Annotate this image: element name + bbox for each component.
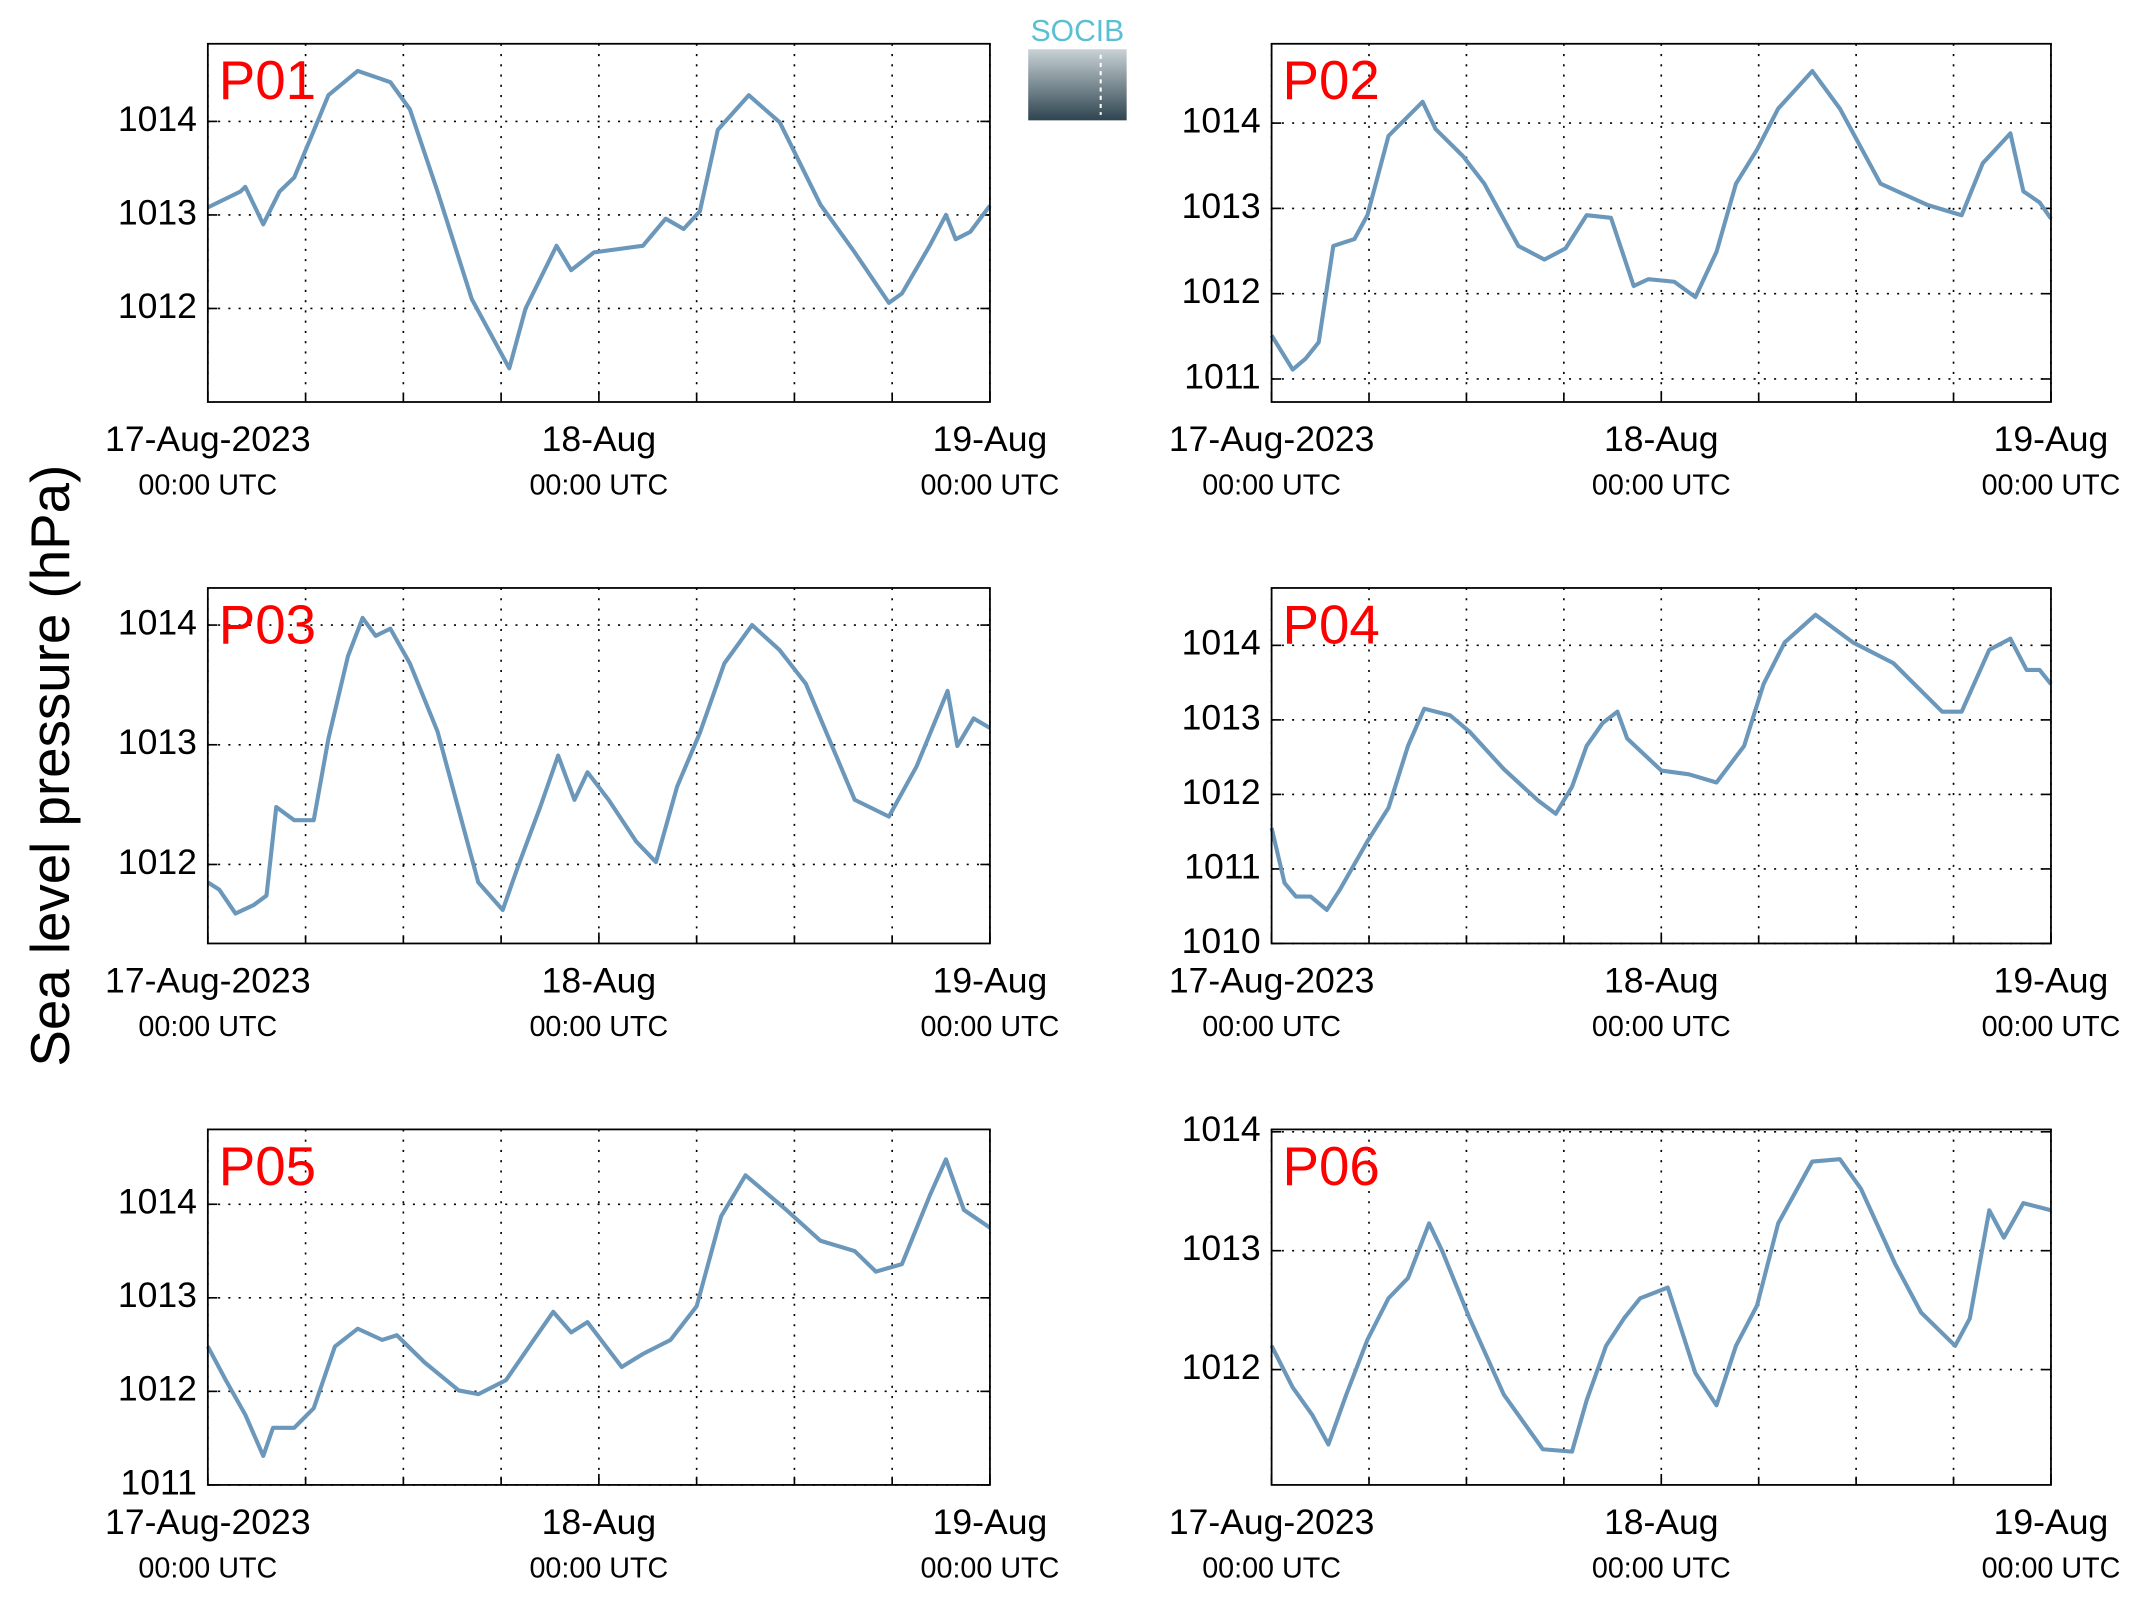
panel: 1012 1013 1014 17-Aug-2023 00:00 UTC 18-Aug 00… [105,587,1060,1043]
x-tick-label: 19-Aug [933,419,1048,459]
x-tick-label: 17-Aug-2023 [1169,1502,1375,1542]
x-tick-label: 19-Aug [1994,419,2109,459]
y-tick-label: 1011 [1184,846,1260,886]
y-tick-label: 1011 [1184,356,1260,396]
x-tick-label: 19-Aug [933,961,1048,1001]
x-tick-sublabel: 00:00 UTC [1982,469,2121,501]
x-tick-label: 17-Aug-2023 [105,1502,311,1542]
axes-frame [206,42,991,403]
x-tick-label: 19-Aug [933,1502,1048,1542]
x-tick-sublabel: 00:00 UTC [1202,1011,1341,1043]
x-tick-sublabel: 00:00 UTC [529,1011,668,1043]
x-tick-label: 17-Aug-2023 [1169,419,1375,459]
data-line [206,68,992,371]
plot-area [207,587,990,944]
y-tick-label: 1013 [1182,186,1261,226]
y-tick-label: 1014 [118,1182,197,1222]
plot-area [1271,43,2051,403]
y-tick-label: 1014 [118,99,197,139]
plot-area [1271,1129,2051,1485]
x-tick-label: 17-Aug-2023 [105,961,311,1001]
panel-title: P03 [219,593,316,655]
panel-title: P05 [219,1135,316,1197]
y-tick-label: 1014 [1182,100,1261,140]
axes-frame [206,587,991,945]
x-tick-label: 18-Aug [542,1502,657,1542]
panel: 1011 1012 1013 1014 17-Aug-2023 00:00 UTC 18-A… [105,1128,1060,1584]
axes-frame [1270,1128,2052,1486]
y-tick-label: 1012 [1182,271,1261,311]
x-tick-label: 17-Aug-2023 [1169,961,1375,1001]
x-tick-sublabel: 00:00 UTC [921,469,1060,501]
x-tick-sublabel: 00:00 UTC [1592,1011,1731,1043]
panel-title: P04 [1283,593,1380,655]
panel: 1011 1012 1013 1014 17-Aug-2023 00:00 UTC 18-A… [1169,42,2121,501]
x-tick-sublabel: 00:00 UTC [138,1011,277,1043]
y-tick-label: 1010 [1182,921,1261,961]
plot-area [207,1129,990,1485]
x-tick-label: 18-Aug [1604,1502,1719,1542]
y-tick-label: 1012 [118,1369,197,1409]
y-tick-label: 1014 [118,602,197,642]
x-tick-sublabel: 00:00 UTC [529,469,668,501]
y-tick-label: 1013 [118,192,197,232]
panel-title: P06 [1283,1135,1380,1197]
y-tick-label: 1013 [1182,697,1261,737]
y-tick-label: 1014 [1182,623,1261,663]
x-tick-label: 18-Aug [542,419,657,459]
axes-frame [1270,587,2052,945]
y-tick-label: 1012 [1182,772,1261,812]
x-tick-label: 18-Aug [1604,419,1719,459]
panel-title: P02 [1283,49,1380,111]
x-tick-label: 17-Aug-2023 [105,419,311,459]
panel: 1012 1013 1014 17-Aug-2023 00:00 UTC 18-Aug 00… [1169,1109,2121,1584]
plot-area [207,43,990,403]
y-tick-label: 1011 [120,1462,196,1502]
data-line [1269,69,2053,372]
y-tick-label: 1014 [1182,1109,1261,1149]
y-axis-label: Sea level pressure (hPa) [19,465,81,1067]
logo: SOCIB [1028,15,1127,121]
x-tick-label: 18-Aug [1604,961,1719,1001]
x-tick-sublabel: 00:00 UTC [529,1552,668,1584]
data-line [1269,612,2053,912]
x-tick-sublabel: 00:00 UTC [1592,469,1731,501]
data-line [206,615,991,916]
y-tick-label: 1012 [1182,1347,1261,1387]
logo-box [1028,49,1127,121]
x-tick-sublabel: 00:00 UTC [1982,1552,2121,1584]
x-tick-sublabel: 00:00 UTC [921,1011,1060,1043]
data-line [1269,1157,2052,1454]
y-tick-label: 1013 [118,722,197,762]
panel-title: P01 [219,49,316,111]
y-tick-label: 1013 [1182,1228,1261,1268]
x-tick-label: 18-Aug [542,961,657,1001]
axes-frame [206,1128,991,1486]
y-tick-label: 1012 [118,286,197,326]
x-tick-sublabel: 00:00 UTC [1592,1552,1731,1584]
y-tick-label: 1013 [118,1275,197,1315]
logo-text: SOCIB [1031,15,1125,48]
x-tick-sublabel: 00:00 UTC [138,469,277,501]
x-tick-sublabel: 00:00 UTC [921,1552,1060,1584]
axes-frame [1270,42,2052,403]
y-tick-label: 1012 [118,842,197,882]
data-line [206,1157,992,1458]
panel: 1010 1011 1012 1013 1014 17-Aug-2023 00:00 UTC… [1169,587,2121,1043]
x-tick-sublabel: 00:00 UTC [1202,469,1341,501]
x-tick-sublabel: 00:00 UTC [1202,1552,1341,1584]
x-tick-label: 19-Aug [1994,1502,2109,1542]
x-tick-sublabel: 00:00 UTC [1982,1011,2121,1043]
x-tick-label: 19-Aug [1994,961,2109,1001]
x-tick-sublabel: 00:00 UTC [138,1552,277,1584]
panel: 1012 1013 1014 17-Aug-2023 00:00 UTC 18-Aug 00… [105,42,1060,501]
